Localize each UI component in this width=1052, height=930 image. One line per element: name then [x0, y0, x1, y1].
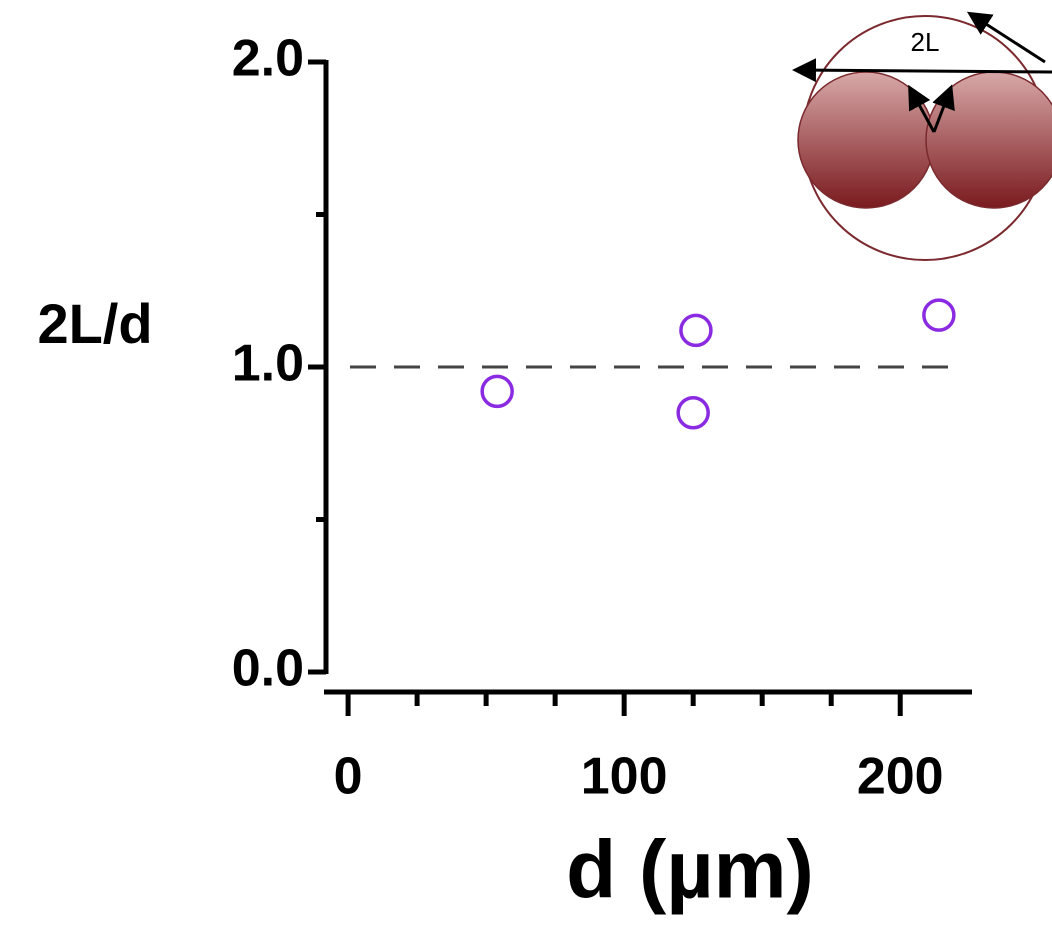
point [922, 298, 956, 332]
x-tick-label: 200 [857, 748, 944, 806]
y-tick-label: 2.0 [232, 30, 304, 88]
y-axis-label: 2L/d [37, 292, 152, 355]
point [679, 313, 713, 348]
x-tick-label: 100 [581, 748, 668, 806]
point [676, 396, 710, 430]
x-axis-label: d (µm) [566, 825, 814, 916]
annotation: 2L [911, 27, 940, 57]
point [480, 374, 514, 409]
x-tick-label: 0 [334, 748, 363, 806]
y-tick-label: 1.0 [232, 335, 304, 393]
y-tick-label: 0.0 [232, 640, 304, 698]
inset-diagram: 2L [792, 11, 1052, 261]
